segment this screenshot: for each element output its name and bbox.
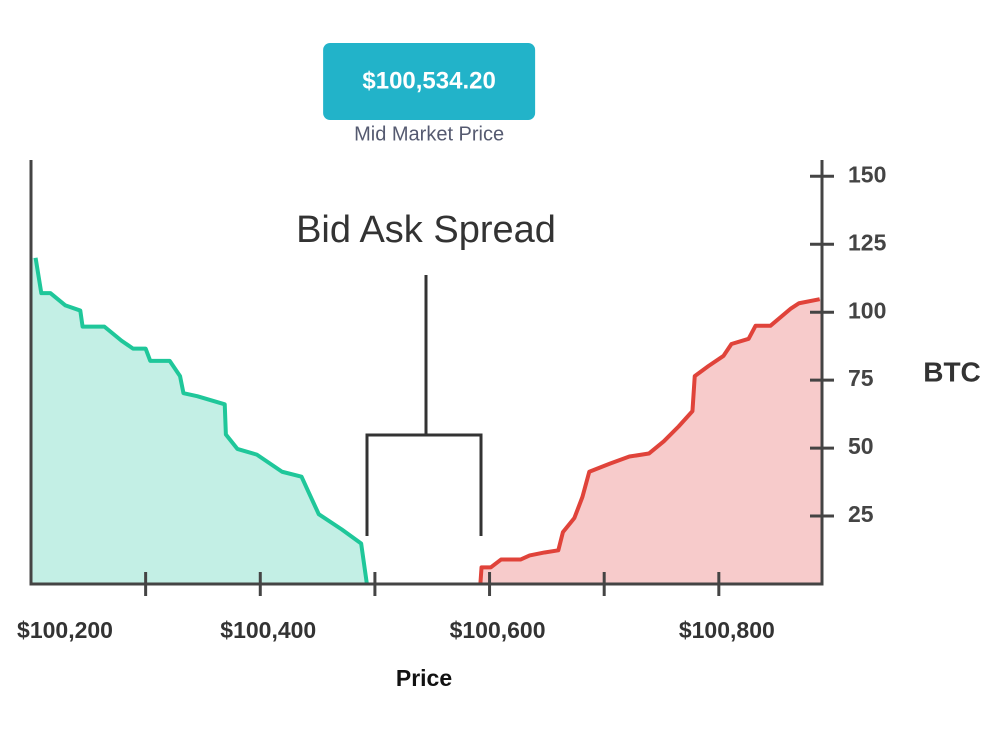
spread-bracket [365, 275, 483, 536]
depth-area [31, 257, 367, 584]
x-tick-label: $100,400 [220, 617, 316, 643]
y-tick-label: 125 [848, 229, 887, 255]
y-tick-label: 50 [848, 433, 874, 459]
depth-line [478, 297, 821, 585]
y-tick-label: 75 [848, 365, 874, 391]
x-axis-label: Price [396, 665, 452, 691]
x-tick-label: $100,800 [679, 617, 775, 643]
mid-price-caption: Mid Market Price [354, 123, 504, 145]
x-tick-label: $100,200 [17, 617, 113, 643]
y-tick-label: 100 [848, 297, 886, 323]
annotation: Bid Ask Spread [296, 209, 556, 251]
depth-area [480, 299, 822, 584]
y-tick-label: 25 [848, 501, 874, 527]
axes [29, 160, 824, 586]
y-axis-label: BTC [923, 356, 981, 387]
depth-line [33, 257, 369, 585]
x-tick-label: $100,600 [450, 617, 546, 643]
mid-price-label: $100,534.20 [362, 67, 495, 94]
mid-price-box [323, 43, 536, 120]
y-tick-label: 150 [848, 161, 886, 187]
